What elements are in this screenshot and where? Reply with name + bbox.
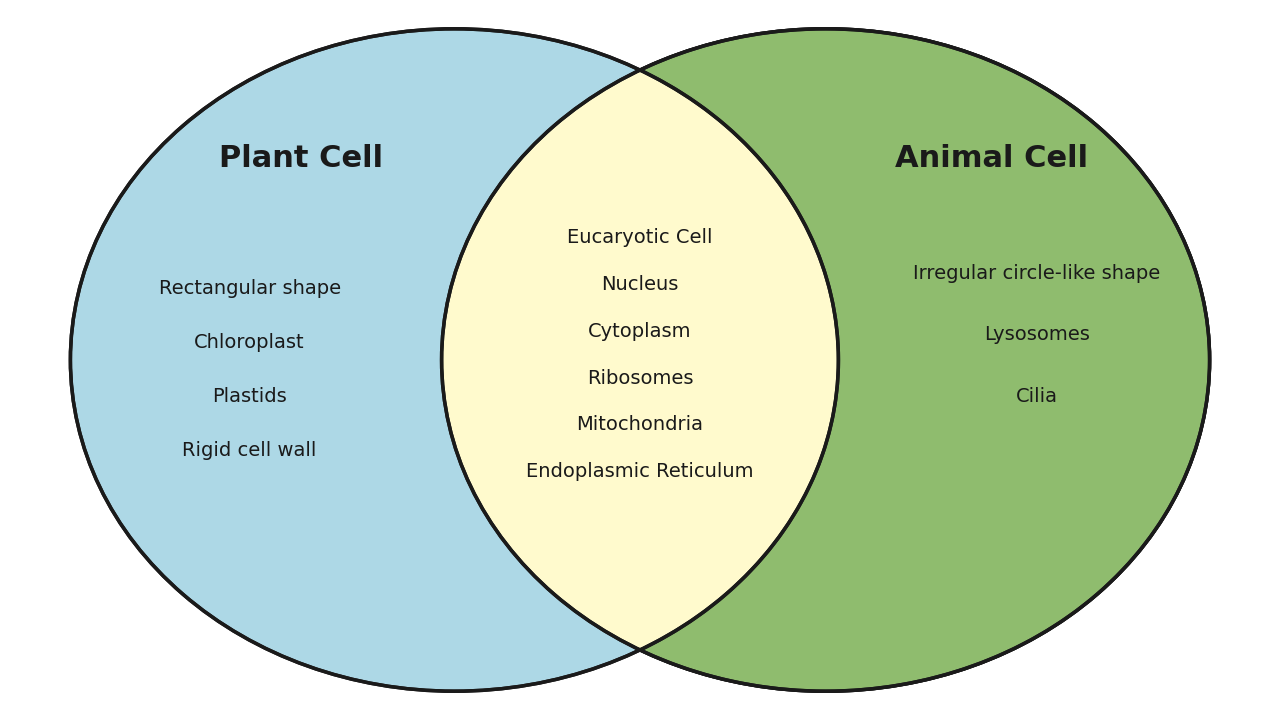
Text: Cytoplasm: Cytoplasm <box>589 322 691 341</box>
Text: Cilia: Cilia <box>1016 387 1057 405</box>
Text: Endoplasmic Reticulum: Endoplasmic Reticulum <box>526 462 754 481</box>
Text: Eucaryotic Cell: Eucaryotic Cell <box>567 228 713 247</box>
PathPatch shape <box>640 29 1210 691</box>
Text: Ribosomes: Ribosomes <box>586 369 694 387</box>
Text: Chloroplast: Chloroplast <box>195 333 305 351</box>
Text: Rectangular shape: Rectangular shape <box>159 279 340 297</box>
Text: Irregular circle-like shape: Irregular circle-like shape <box>913 264 1161 283</box>
Ellipse shape <box>442 29 1210 691</box>
Text: Plastids: Plastids <box>212 387 287 405</box>
Text: Mitochondria: Mitochondria <box>576 415 704 434</box>
Text: Animal Cell: Animal Cell <box>896 144 1088 173</box>
Text: Nucleus: Nucleus <box>602 275 678 294</box>
Text: Plant Cell: Plant Cell <box>219 144 383 173</box>
Text: Rigid cell wall: Rigid cell wall <box>183 441 316 459</box>
Ellipse shape <box>70 29 838 691</box>
Text: Lysosomes: Lysosomes <box>984 325 1089 344</box>
